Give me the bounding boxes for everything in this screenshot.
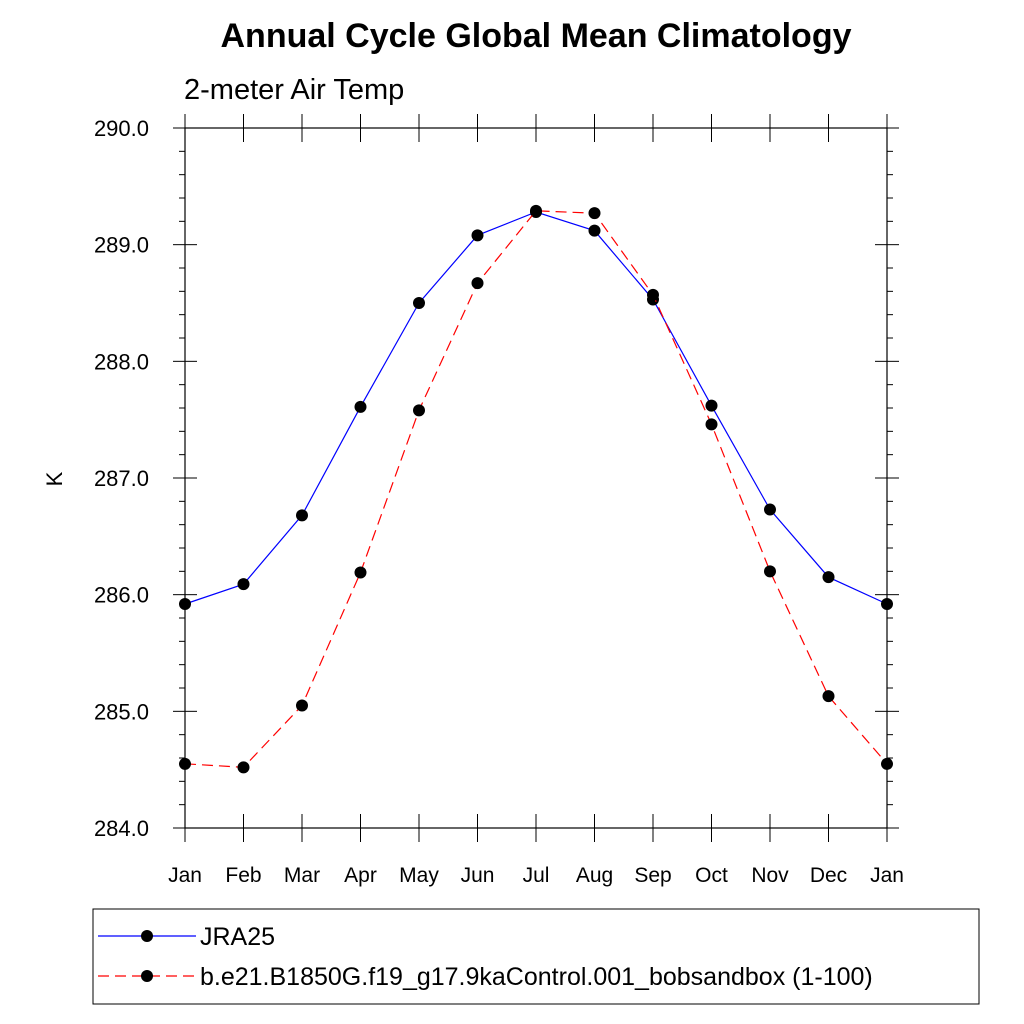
data-point-series-1 — [413, 297, 425, 309]
data-point-series-2 — [354, 566, 367, 579]
chart-title: Annual Cycle Global Mean Climatology — [221, 17, 852, 55]
series-line-1 — [184, 211, 888, 605]
series-line-2 — [184, 210, 888, 768]
legend-marker-2 — [141, 970, 153, 982]
legend: JRA25 b.e21.B1850G.f19_g17.9kaControl.001… — [92, 908, 980, 1005]
legend-label-2: b.e21.B1850G.f19_g17.9kaControl.001_bobs… — [200, 963, 873, 991]
x-tick-label: Oct — [695, 864, 728, 887]
data-point-series-2 — [822, 690, 835, 703]
y-tick-label: 286.0 — [94, 583, 149, 608]
legend-label-1: JRA25 — [200, 923, 275, 951]
y-tick-label: 290.0 — [94, 116, 149, 141]
x-tick-label: Jan — [168, 864, 202, 887]
data-point-series-2 — [705, 418, 718, 431]
tick-marks — [173, 114, 899, 842]
x-tick-label: Aug — [576, 864, 613, 887]
y-tick-label: 288.0 — [94, 349, 149, 374]
y-axis-label: K — [42, 471, 67, 486]
data-point-series-1 — [881, 598, 893, 610]
legend-marker-1 — [141, 930, 153, 942]
data-point-series-2 — [296, 699, 308, 712]
legend-box — [92, 908, 980, 1005]
data-point-series-2 — [647, 288, 659, 301]
data-point-series-1 — [588, 224, 601, 237]
data-point-series-1 — [705, 399, 718, 412]
data-point-series-2 — [881, 757, 893, 770]
data-point-series-1 — [822, 571, 835, 584]
x-tick-label: Feb — [225, 864, 261, 887]
x-tick-label: Apr — [344, 864, 377, 887]
y-tick-label: 284.0 — [94, 816, 149, 841]
data-point-series-1 — [354, 400, 367, 413]
data-point-series-1 — [296, 509, 308, 522]
data-point-series-1 — [764, 503, 776, 516]
x-tick-label: Jan — [870, 864, 904, 887]
data-point-series-2 — [179, 757, 191, 770]
x-tick-label: May — [399, 864, 439, 887]
chart-subtitle: 2-meter Air Temp — [184, 74, 404, 106]
data-point-series-2 — [413, 404, 425, 417]
data-point-series-2 — [530, 204, 542, 217]
x-tick-label: Dec — [810, 864, 847, 887]
data-point-series-2 — [764, 565, 776, 578]
x-tick-label: Mar — [284, 864, 320, 887]
x-tick-label: Jul — [523, 864, 550, 887]
data-point-series-2 — [471, 277, 484, 290]
data-point-series-2 — [237, 761, 250, 774]
x-tick-label: Jun — [461, 864, 495, 887]
x-tick-labels: Jan Feb Mar Apr May Jun Jul Aug Sep Oct Nov Dec Jan — [168, 864, 904, 887]
data-point-series-1 — [471, 229, 484, 242]
y-tick-label: 289.0 — [94, 233, 149, 258]
data-point-series-2 — [588, 207, 601, 220]
y-tick-label: 287.0 — [94, 466, 149, 491]
y-tick-label: 285.0 — [94, 699, 149, 724]
data-point-series-1 — [237, 578, 250, 591]
series-layer — [179, 204, 893, 774]
data-point-series-1 — [179, 598, 191, 610]
x-tick-label: Sep — [634, 864, 671, 887]
y-tick-labels: 284.0 285.0 286.0 287.0 288.0 289.0 290.0 — [94, 116, 149, 841]
x-tick-label: Nov — [751, 864, 789, 887]
plot-frame — [184, 127, 888, 829]
